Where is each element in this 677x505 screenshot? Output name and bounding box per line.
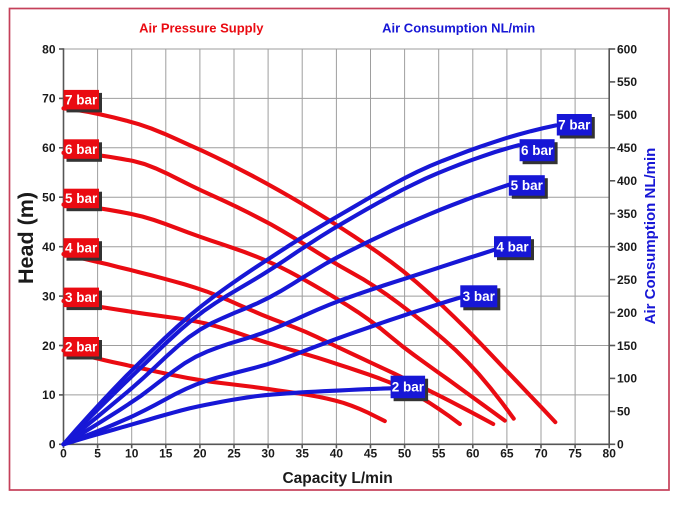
svg-text:70: 70 bbox=[534, 447, 548, 461]
svg-text:45: 45 bbox=[364, 447, 378, 461]
svg-text:20: 20 bbox=[42, 339, 56, 353]
svg-text:20: 20 bbox=[193, 447, 207, 461]
svg-text:550: 550 bbox=[617, 75, 637, 89]
svg-text:5 bar: 5 bar bbox=[511, 178, 544, 193]
svg-text:70: 70 bbox=[42, 92, 56, 106]
svg-text:10: 10 bbox=[125, 447, 139, 461]
svg-text:7 bar: 7 bar bbox=[65, 92, 98, 107]
svg-text:60: 60 bbox=[42, 141, 56, 155]
svg-text:75: 75 bbox=[568, 447, 582, 461]
svg-text:Air Consumption NL/min: Air Consumption NL/min bbox=[642, 148, 659, 325]
svg-text:40: 40 bbox=[42, 240, 56, 254]
svg-text:3 bar: 3 bar bbox=[65, 290, 98, 305]
svg-text:0: 0 bbox=[60, 447, 67, 461]
svg-text:30: 30 bbox=[261, 447, 275, 461]
svg-text:2 bar: 2 bar bbox=[392, 380, 425, 395]
svg-text:55: 55 bbox=[432, 447, 446, 461]
svg-text:Air Consumption NL/min: Air Consumption NL/min bbox=[382, 21, 535, 36]
svg-text:50: 50 bbox=[398, 447, 412, 461]
svg-text:3 bar: 3 bar bbox=[463, 289, 496, 304]
svg-text:80: 80 bbox=[603, 447, 617, 461]
svg-text:6 bar: 6 bar bbox=[521, 143, 554, 158]
svg-text:5: 5 bbox=[94, 447, 101, 461]
svg-text:10: 10 bbox=[42, 388, 56, 402]
svg-text:350: 350 bbox=[617, 207, 637, 221]
svg-text:450: 450 bbox=[617, 141, 637, 155]
svg-text:15: 15 bbox=[159, 447, 173, 461]
svg-text:300: 300 bbox=[617, 240, 637, 254]
svg-text:5 bar: 5 bar bbox=[65, 191, 98, 206]
svg-text:150: 150 bbox=[617, 339, 637, 353]
svg-text:4 bar: 4 bar bbox=[496, 239, 529, 254]
svg-text:80: 80 bbox=[42, 42, 56, 56]
svg-text:100: 100 bbox=[617, 372, 637, 386]
svg-text:200: 200 bbox=[617, 306, 637, 320]
svg-text:600: 600 bbox=[617, 42, 637, 56]
svg-text:6 bar: 6 bar bbox=[65, 142, 98, 157]
svg-text:35: 35 bbox=[296, 447, 310, 461]
svg-text:Air Pressure Supply: Air Pressure Supply bbox=[139, 21, 264, 36]
svg-text:Head (m): Head (m) bbox=[14, 192, 38, 284]
svg-text:50: 50 bbox=[42, 191, 56, 205]
svg-text:0: 0 bbox=[617, 438, 624, 452]
svg-text:Capacity L/min: Capacity L/min bbox=[282, 470, 392, 487]
svg-text:4 bar: 4 bar bbox=[65, 241, 98, 256]
svg-text:60: 60 bbox=[466, 447, 480, 461]
svg-text:30: 30 bbox=[42, 289, 56, 303]
svg-text:25: 25 bbox=[227, 447, 241, 461]
svg-text:400: 400 bbox=[617, 174, 637, 188]
svg-text:0: 0 bbox=[49, 438, 56, 452]
svg-text:500: 500 bbox=[617, 108, 637, 122]
svg-text:50: 50 bbox=[617, 405, 631, 419]
svg-text:7 bar: 7 bar bbox=[558, 117, 591, 132]
svg-text:2 bar: 2 bar bbox=[65, 339, 98, 354]
svg-text:65: 65 bbox=[500, 447, 514, 461]
svg-text:250: 250 bbox=[617, 273, 637, 287]
svg-text:40: 40 bbox=[330, 447, 344, 461]
